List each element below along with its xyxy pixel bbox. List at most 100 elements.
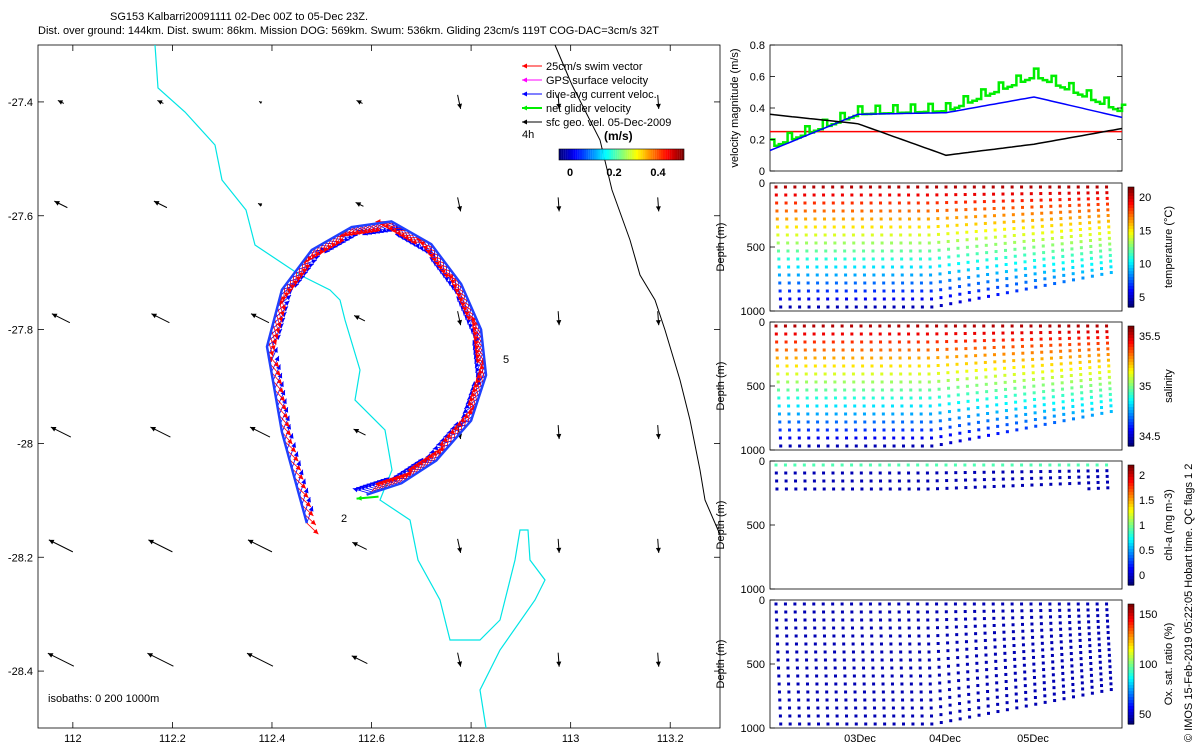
- depth-axis-label: Depth (m): [715, 501, 727, 550]
- profile-sample: [831, 618, 835, 622]
- profile-sample: [996, 702, 1000, 706]
- profile-sample: [797, 297, 801, 301]
- profile-sample: [1049, 615, 1053, 619]
- profile-sample: [1080, 397, 1084, 401]
- profile-sample: [1088, 233, 1092, 237]
- profile-sample: [822, 201, 826, 205]
- profile-sample: [794, 356, 798, 360]
- profile-sample: [1072, 695, 1075, 699]
- profile-sample: [1077, 203, 1081, 207]
- profile-sample: [823, 241, 827, 245]
- profile-sample: [880, 658, 884, 662]
- profile-sample: [860, 340, 864, 344]
- profile-sample: [786, 380, 790, 384]
- profile-sample: [831, 332, 835, 336]
- profile-sample: [1004, 255, 1008, 259]
- profile-sample: [966, 392, 970, 396]
- profile-sample: [823, 380, 827, 384]
- profile-sample: [974, 361, 978, 365]
- profile-sample: [987, 711, 990, 715]
- profile-sample: [841, 340, 845, 344]
- depth-tick-label: 500: [747, 520, 765, 532]
- profile-sample: [992, 331, 996, 335]
- profile-sample: [1041, 237, 1045, 241]
- profile-sample: [1050, 230, 1054, 234]
- profile-sample: [1079, 663, 1083, 667]
- profile-sample: [986, 411, 990, 415]
- profile-sample: [897, 602, 901, 606]
- profile-sample: [853, 698, 857, 702]
- map-panel: 112 112.2 112.4 112.6 112.8 113 113.2-27.4-27.…: [8, 44, 721, 745]
- profile-sample: [872, 265, 876, 269]
- profile-sample: [1011, 206, 1015, 210]
- profile-sample: [878, 193, 882, 197]
- profile-sample: [1024, 426, 1028, 430]
- profile-sample: [966, 677, 970, 681]
- profile-sample: [845, 722, 849, 726]
- profile-sample: [1002, 630, 1006, 634]
- profile-sample: [965, 245, 969, 249]
- profile-sample: [788, 289, 792, 293]
- profile-sample: [835, 444, 839, 448]
- profile-sample: [1005, 423, 1009, 427]
- profile-sample: [821, 463, 825, 467]
- profile-sample: [796, 404, 800, 408]
- profile-sample: [1080, 391, 1084, 395]
- profile-sample: [973, 192, 977, 196]
- profile-sample: [831, 340, 835, 344]
- profile-sample: [859, 602, 863, 606]
- profile-sample: [937, 240, 941, 244]
- profile-sample: [860, 618, 864, 622]
- profile-sample: [975, 383, 979, 387]
- profile-sample: [947, 680, 951, 684]
- profile-sample: [879, 217, 883, 221]
- profile-sample: [805, 241, 809, 245]
- profile-sample: [869, 471, 873, 475]
- swim-arrow: [471, 321, 482, 335]
- swim-arrow: [383, 223, 400, 229]
- profile-sample: [1078, 632, 1082, 636]
- profile-sample: [910, 281, 914, 285]
- profile-sample: [929, 706, 933, 710]
- profile-sample: [964, 215, 968, 219]
- profile-sample: [976, 281, 980, 285]
- profile-sample: [824, 265, 828, 269]
- profile-sample: [870, 233, 874, 237]
- profile-sample: [1087, 620, 1091, 624]
- profile-sample: [1033, 272, 1037, 276]
- swim-arrow: [294, 477, 307, 489]
- profile-sample: [1109, 682, 1113, 686]
- profile-sample: [982, 324, 986, 328]
- geo-arrow: [352, 541, 367, 550]
- profile-sample: [813, 626, 817, 630]
- profile-sample: [889, 356, 893, 360]
- profile-sample: [1005, 430, 1009, 434]
- profile-sample: [824, 674, 828, 678]
- profile-sample: [927, 225, 931, 229]
- profile-sample: [955, 640, 959, 644]
- profile-sample: [891, 289, 895, 293]
- profile-sample: [1099, 400, 1103, 404]
- profile-sample: [1057, 185, 1061, 189]
- profile-sample: [843, 674, 847, 678]
- profile-sample: [964, 200, 968, 204]
- profile-sample: [1058, 330, 1062, 334]
- profile-sample: [1030, 622, 1034, 626]
- profile-sample: [843, 404, 847, 408]
- profile-sample: [869, 610, 873, 614]
- geo-arrow: [51, 313, 71, 324]
- profile-sample: [795, 380, 799, 384]
- profile-sample: [1039, 192, 1043, 196]
- profile-sample: [873, 305, 877, 309]
- profile-sample: [948, 695, 952, 699]
- profile-sample: [954, 347, 958, 351]
- profile-sample: [1023, 392, 1027, 396]
- profile-sample: [1086, 469, 1090, 473]
- swim-arrow: [319, 240, 329, 255]
- profile-sample: [1060, 646, 1064, 650]
- profile-sample: [783, 185, 787, 189]
- profile-sample: [879, 340, 883, 344]
- profile-sample: [963, 185, 967, 189]
- profile-sample: [1002, 345, 1006, 349]
